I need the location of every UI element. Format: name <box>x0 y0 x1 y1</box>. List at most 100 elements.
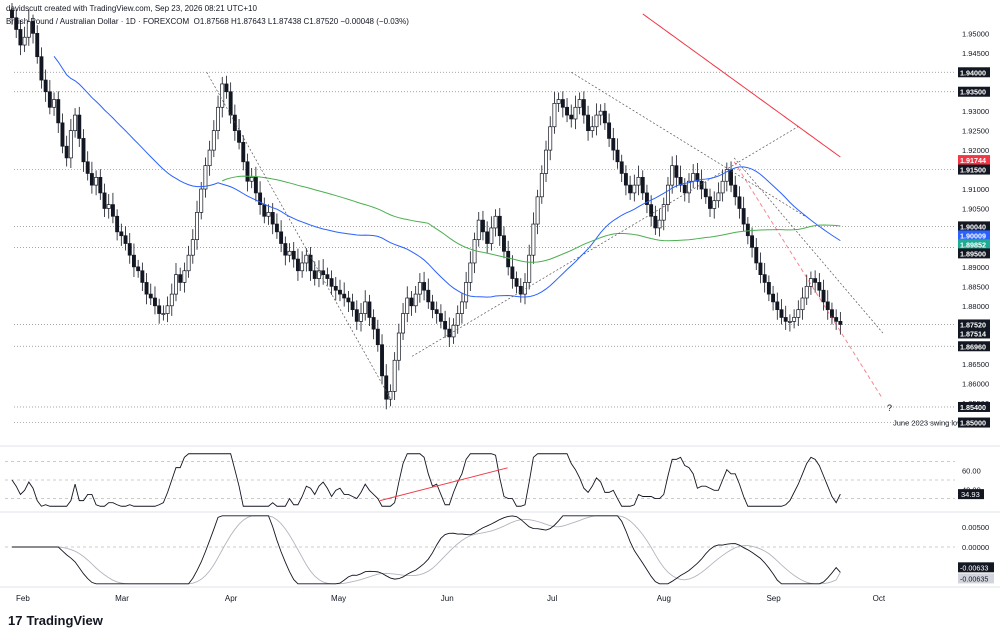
price-tick-label: 1.88000 <box>962 302 989 311</box>
price-label-box <box>958 248 990 259</box>
candle-body <box>182 270 187 283</box>
price-tick-label: 1.89000 <box>962 263 989 272</box>
price-label-box <box>958 417 990 428</box>
candle-body <box>691 173 696 182</box>
price-label-box <box>958 221 990 232</box>
candle-body <box>682 184 687 194</box>
macd-signal-line <box>12 515 841 585</box>
candle-body <box>220 83 225 108</box>
candle-body <box>304 254 309 264</box>
candle-body <box>342 293 347 299</box>
candle-body <box>405 297 410 314</box>
candle-body <box>834 317 839 322</box>
candle-body <box>804 285 809 299</box>
candle-body <box>724 169 729 182</box>
candle-body <box>31 21 35 34</box>
candle-body <box>401 313 406 334</box>
candle-body <box>110 204 115 217</box>
candle-body <box>506 250 511 268</box>
candle-body <box>287 250 292 256</box>
symbol-name: British Pound / Australian Dollar · 1D ·… <box>6 17 190 26</box>
price-tick-label: 1.94500 <box>962 49 989 58</box>
candle-body <box>455 313 460 326</box>
rsi-divergence-line <box>380 467 508 502</box>
candle-body <box>699 180 704 190</box>
candle-body <box>607 122 612 139</box>
candle-body <box>502 235 506 252</box>
candle-body <box>136 266 141 272</box>
candle-body <box>518 285 523 295</box>
rsi-value-box <box>958 489 984 500</box>
candle-body <box>64 145 69 159</box>
candle-body <box>594 114 599 128</box>
candle-body <box>531 223 536 256</box>
candle-body <box>590 126 595 131</box>
price-label-box <box>958 319 990 330</box>
candle-body <box>430 301 435 311</box>
candle-body <box>443 321 448 330</box>
candle-body <box>640 177 645 194</box>
candle-body <box>687 180 691 194</box>
price-label-box <box>958 67 990 78</box>
candle-body <box>552 103 557 128</box>
trendline-down <box>206 72 392 400</box>
price-label-text: 1.89852 <box>960 240 986 249</box>
macd-line <box>12 515 841 585</box>
candle-body <box>375 328 380 346</box>
candle-body <box>733 184 738 198</box>
candle-body <box>548 126 553 151</box>
candle-body <box>325 274 330 279</box>
candle-body <box>169 293 174 307</box>
candle-body <box>165 305 170 314</box>
candle-body <box>674 165 679 178</box>
candle-body <box>619 161 624 174</box>
candle-body <box>43 79 48 93</box>
candle-body <box>775 301 780 311</box>
candle-body <box>712 200 717 209</box>
symbol-line: British Pound / Australian Dollar · 1D ·… <box>6 17 409 26</box>
candle-body <box>628 184 633 194</box>
candle-body <box>771 293 776 303</box>
candle-body <box>333 285 338 291</box>
sma-green-line <box>222 175 841 263</box>
candle-body <box>800 297 805 311</box>
candle-body <box>485 231 490 244</box>
macd-signal-label: -0.00635 <box>960 574 988 583</box>
candle-body <box>380 344 384 377</box>
candle-body <box>35 33 40 58</box>
candle-body <box>417 282 422 295</box>
candle-body <box>527 254 532 283</box>
candle-body <box>77 114 82 139</box>
candle-body <box>560 99 565 108</box>
candle-body <box>253 177 258 194</box>
candle-body <box>384 375 389 400</box>
candle-body <box>203 165 208 190</box>
price-label-text: 1.90040 <box>960 222 986 231</box>
candle-body <box>825 301 830 311</box>
candle-body <box>741 208 746 225</box>
candle-body <box>678 177 683 186</box>
price-label-text: 1.87520 <box>960 320 986 329</box>
candle-body <box>661 204 666 221</box>
candle-body <box>565 106 569 116</box>
price-label-box <box>958 86 990 97</box>
candle-body <box>174 274 178 295</box>
candle-body <box>270 212 275 225</box>
month-label: May <box>331 594 346 603</box>
candle-body <box>161 313 166 315</box>
candle-body <box>838 321 843 325</box>
candle-body <box>190 239 195 256</box>
month-label: Feb <box>16 594 30 603</box>
candle-body <box>258 192 263 205</box>
candle-body <box>632 184 637 194</box>
candle-body <box>577 99 582 108</box>
price-label-text: 1.86960 <box>960 342 986 351</box>
month-label: Mar <box>115 594 129 603</box>
candle-body <box>367 301 372 318</box>
candle-body <box>359 313 363 322</box>
month-label: Oct <box>873 594 886 603</box>
candle-body <box>354 309 359 322</box>
price-tick-label: 1.93000 <box>962 107 989 116</box>
ohlc-readout: O1.87568 H1.87643 L1.87438 C1.87520 −0.0… <box>193 17 409 26</box>
